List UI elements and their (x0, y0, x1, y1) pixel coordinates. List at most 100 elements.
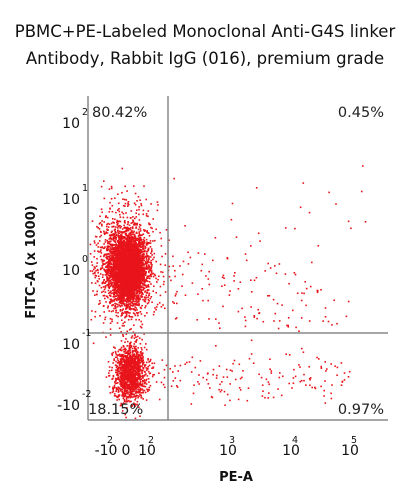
event-dot (125, 244, 127, 246)
event-dot (164, 291, 167, 293)
event-dot (128, 315, 131, 318)
event-dot (116, 258, 118, 260)
event-dot (91, 310, 93, 312)
event-dot (124, 227, 126, 229)
event-dot (152, 240, 154, 242)
event-dot (118, 232, 121, 234)
event-dot (138, 232, 140, 235)
event-dot (116, 250, 118, 253)
event-dot (123, 257, 126, 259)
event-dot (126, 306, 129, 308)
event-dot (118, 238, 120, 241)
event-dot (101, 223, 103, 226)
event-dot (135, 270, 138, 273)
event-dot (110, 187, 113, 190)
event-dot (104, 316, 107, 319)
event-dot (125, 246, 128, 248)
event-dot (141, 296, 144, 298)
event-dot (131, 272, 134, 274)
event-dot (135, 268, 137, 271)
event-dot (139, 275, 141, 277)
event-dot (148, 264, 150, 266)
event-dot (137, 238, 140, 241)
event-dot (113, 268, 115, 270)
event-dot (122, 272, 124, 275)
event-dot (123, 263, 125, 266)
event-dot (127, 242, 129, 244)
event-dot (145, 250, 147, 253)
event-dot (130, 210, 133, 212)
event-dot (142, 284, 144, 286)
event-dot (118, 246, 120, 248)
event-dot (123, 285, 125, 287)
event-dot (132, 282, 134, 285)
event-dot (110, 275, 112, 278)
event-dot (114, 275, 117, 278)
event-dot (101, 291, 103, 294)
event-dot (156, 281, 158, 283)
event-dot (141, 304, 143, 307)
event-dot (131, 256, 133, 258)
event-dot (145, 252, 148, 255)
event-dot (135, 273, 138, 275)
event-dot (130, 227, 132, 229)
event-dot (123, 239, 125, 242)
event-dot (131, 280, 134, 283)
event-dot (130, 294, 133, 296)
event-dot (124, 256, 126, 258)
event-dot (145, 305, 147, 307)
event-dot (138, 208, 140, 211)
event-dot (146, 241, 148, 243)
event-dot (124, 260, 126, 262)
event-dot (108, 270, 111, 272)
event-dot (155, 228, 157, 231)
event-dot (131, 257, 134, 260)
event-dot (108, 292, 110, 295)
event-dot (116, 266, 118, 269)
event-dot (123, 243, 126, 246)
event-dot (131, 230, 133, 232)
event-dot (121, 303, 123, 305)
event-dot (112, 286, 114, 289)
event-dot (150, 226, 152, 229)
event-dot (113, 257, 116, 259)
event-dot (126, 251, 129, 254)
event-dot (129, 239, 131, 242)
event-dot (131, 292, 133, 294)
event-dot (119, 268, 121, 271)
event-dot (140, 267, 142, 270)
event-dot (128, 252, 130, 254)
event-dot (126, 228, 129, 231)
event-dot (141, 281, 143, 283)
event-dot (123, 294, 126, 297)
event-dot (138, 242, 140, 244)
event-dot (119, 265, 122, 267)
event-dot (114, 197, 116, 199)
event-dot (135, 286, 137, 288)
event-dot (112, 276, 115, 278)
event-dot (127, 286, 130, 288)
event-dot (98, 223, 101, 225)
event-dot (124, 282, 126, 284)
event-dot (124, 236, 126, 239)
event-dot (130, 308, 133, 310)
event-dot (96, 262, 98, 264)
event-dot (92, 272, 94, 275)
event-dot (107, 282, 110, 284)
event-dot (126, 273, 128, 275)
event-dot (138, 206, 140, 208)
event-dot (135, 250, 137, 252)
event-dot (115, 280, 117, 283)
event-dot (119, 292, 122, 294)
event-dot (131, 284, 134, 286)
event-dot (112, 233, 114, 236)
event-dot (122, 243, 124, 246)
event-dot (105, 256, 107, 259)
event-dot (118, 278, 121, 280)
event-dot (124, 288, 127, 290)
event-dot (126, 249, 128, 252)
event-dot (117, 284, 120, 286)
event-dot (144, 249, 146, 252)
event-dot (145, 296, 147, 299)
event-dot (119, 309, 122, 311)
